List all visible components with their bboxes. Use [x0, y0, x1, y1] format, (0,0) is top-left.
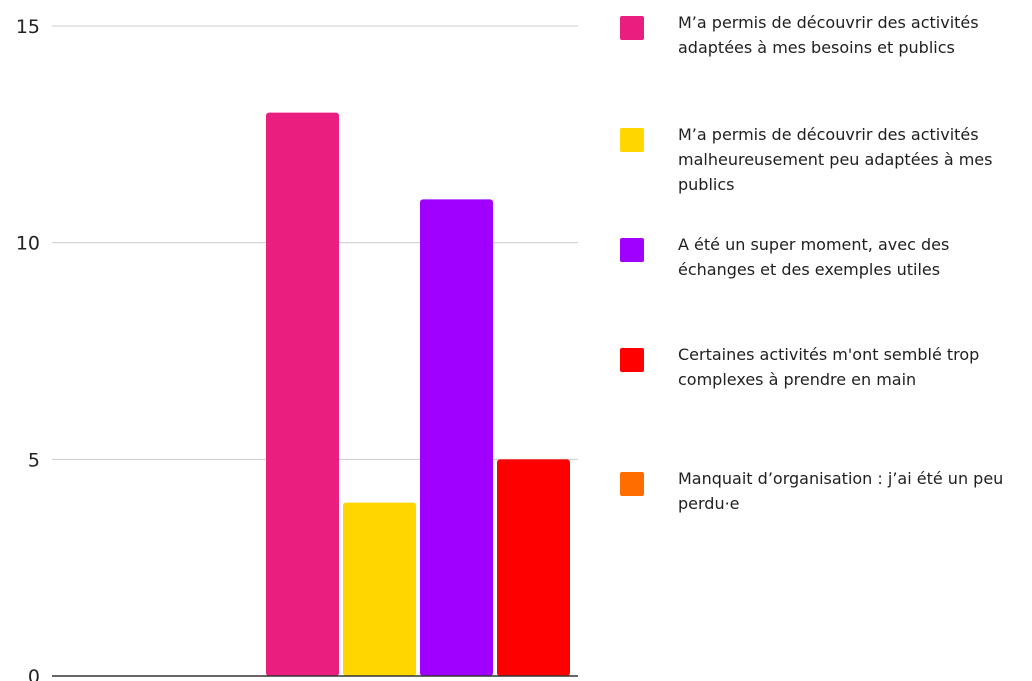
y-axis-ticks: 0 5 10 15	[16, 16, 40, 681]
y-tick-label: 0	[28, 666, 40, 681]
legend-item: A été un super moment, avec des échanges…	[620, 232, 1030, 282]
legend-item: Manquait d’organisation : j’ai été un pe…	[620, 466, 1030, 516]
legend-swatch	[620, 128, 644, 152]
legend-swatch	[620, 472, 644, 496]
legend-label: M’a permis de découvrir des activités ma…	[678, 125, 993, 194]
y-tick-label: 5	[28, 449, 40, 471]
legend-swatch	[620, 238, 644, 262]
legend-item: M’a permis de découvrir des activités ad…	[620, 10, 1030, 60]
y-tick-label: 15	[16, 16, 40, 38]
legend-swatch	[620, 348, 644, 372]
legend-item: Certaines activités m'ont semblé trop co…	[620, 342, 1030, 392]
legend-label: Certaines activités m'ont semblé trop co…	[678, 345, 980, 389]
bar	[266, 112, 339, 676]
y-tick-label: 10	[16, 233, 40, 255]
legend-label: M’a permis de découvrir des activités ad…	[678, 13, 979, 57]
bar	[497, 459, 570, 676]
legend-label: Manquait d’organisation : j’ai été un pe…	[678, 469, 1004, 513]
bar-chart: 0 5 10 15	[16, 16, 578, 681]
bar	[420, 199, 493, 677]
legend-label: A été un super moment, avec des échanges…	[678, 235, 950, 279]
bars	[266, 112, 570, 677]
legend-swatch	[620, 16, 644, 40]
bar	[343, 502, 416, 676]
legend-item: M’a permis de découvrir des activités ma…	[620, 122, 1030, 197]
